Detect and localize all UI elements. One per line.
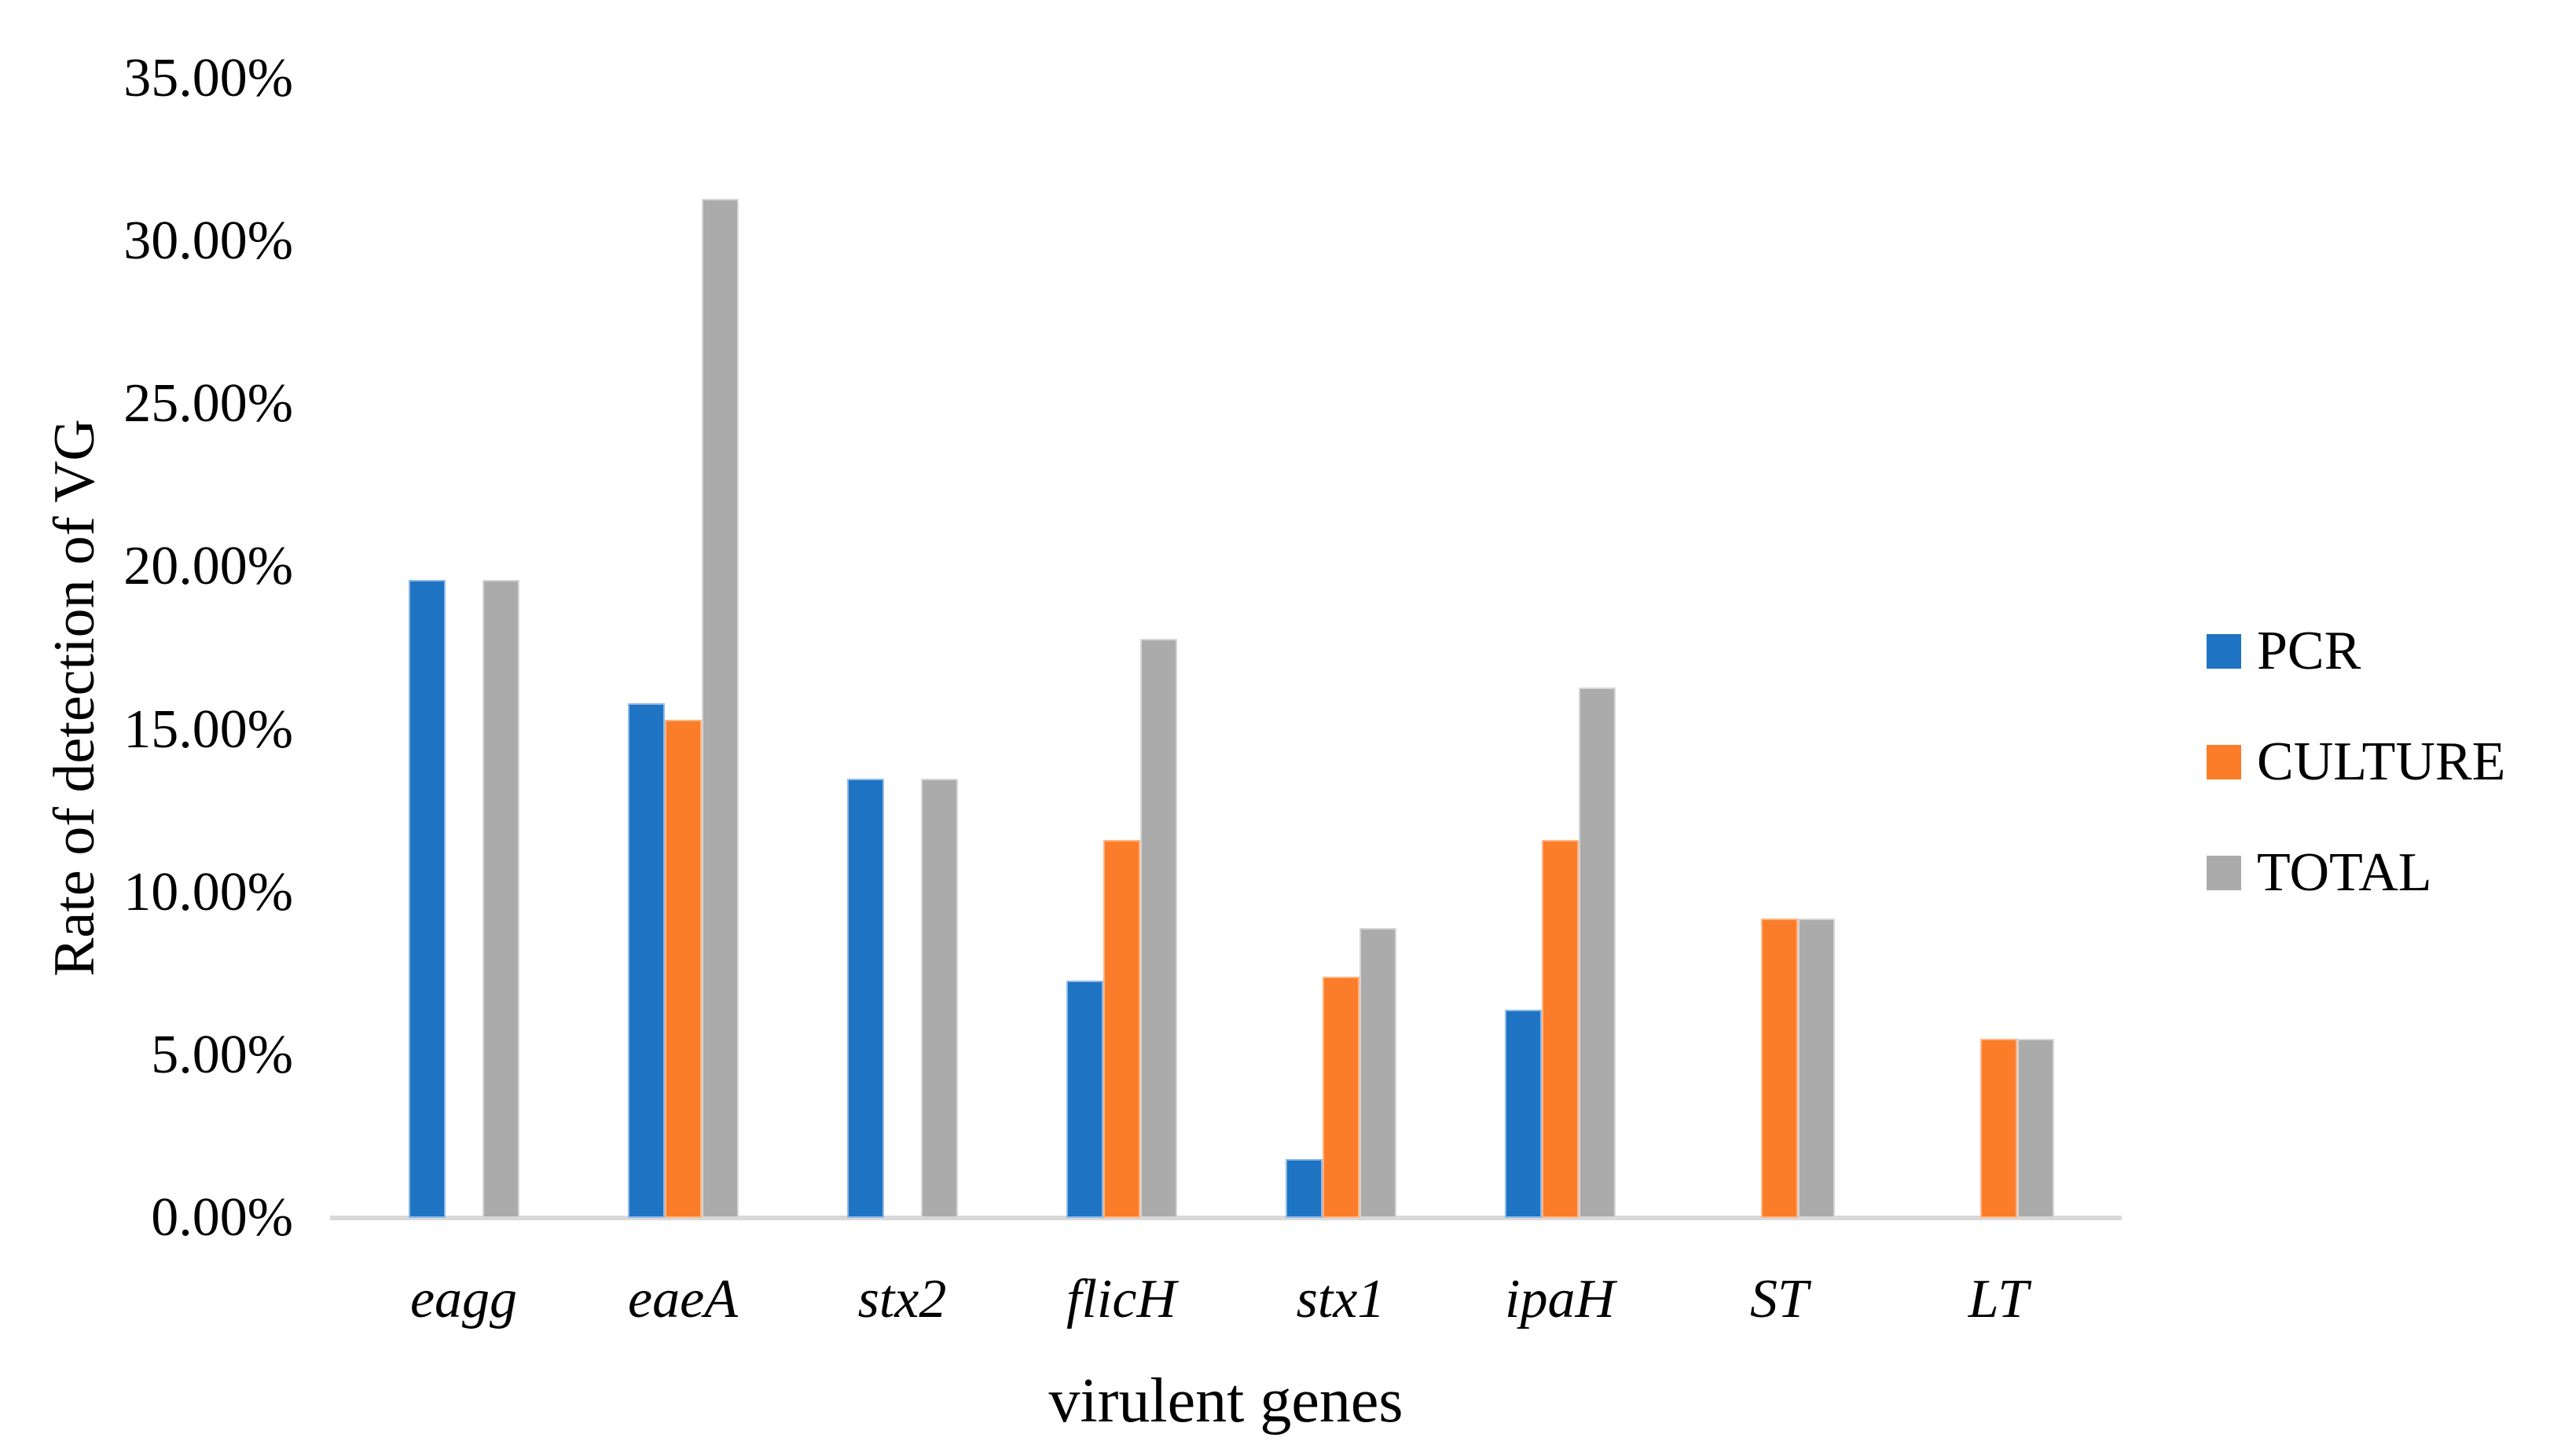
bar-culture-ipaH	[1542, 840, 1579, 1218]
bar-pcr-eagg	[409, 580, 446, 1218]
bar-total-stx2	[921, 778, 958, 1218]
bar-pcr-flicH	[1066, 980, 1103, 1218]
bar-culture-ST	[1761, 918, 1798, 1218]
y-tick-label: 35.00%	[123, 48, 293, 108]
legend-label-pcr: PCR	[2257, 621, 2361, 681]
y-tick-label: 30.00%	[123, 211, 293, 272]
x-category-label-ipaH: ipaH	[1505, 1269, 1615, 1329]
bar-total-ST	[1798, 918, 1835, 1218]
bar-total-ipaH	[1579, 687, 1616, 1218]
x-category-label-LT: LT	[1968, 1269, 2029, 1329]
bar-total-eagg	[482, 580, 519, 1218]
bar-pcr-ipaH	[1505, 1009, 1542, 1218]
y-tick-label: 5.00%	[151, 1024, 293, 1085]
x-category-label-eagg: eagg	[409, 1269, 518, 1329]
bar-pcr-stx2	[847, 778, 884, 1218]
y-tick-label: 10.00%	[123, 861, 293, 922]
bar-total-stx1	[1359, 928, 1396, 1218]
bar-culture-stx1	[1323, 977, 1359, 1218]
y-tick-label: 25.00%	[123, 373, 293, 435]
bar-culture-eaeA	[665, 720, 702, 1218]
x-category-label-stx1: stx1	[1296, 1269, 1385, 1329]
legend-swatch-culture	[2207, 745, 2241, 779]
bar-total-flicH	[1140, 638, 1177, 1218]
x-category-label-flicH: flicH	[1066, 1269, 1176, 1329]
x-category-label-ST: ST	[1750, 1269, 1808, 1329]
bar-pcr-eaeA	[628, 703, 665, 1218]
y-tick-label: 0.00%	[151, 1187, 293, 1248]
x-axis-title: virulent genes	[1048, 1366, 1403, 1436]
y-tick-label: 15.00%	[123, 699, 293, 760]
legend-swatch-pcr	[2207, 634, 2241, 669]
bar-total-LT	[2017, 1039, 2054, 1218]
legend-label-total: TOTAL	[2257, 842, 2432, 903]
legend-swatch-total	[2207, 856, 2241, 890]
bar-culture-LT	[1980, 1039, 2017, 1218]
y-tick-label: 20.00%	[123, 536, 293, 597]
bar-pcr-stx1	[1286, 1159, 1323, 1218]
x-category-label-eaeA: eaeA	[628, 1269, 738, 1329]
x-axis-line	[330, 1216, 2122, 1220]
legend-label-culture: CULTURE	[2257, 732, 2506, 792]
bar-total-eaeA	[702, 199, 739, 1218]
x-category-label-stx2: stx2	[857, 1269, 947, 1329]
bar-culture-flicH	[1103, 840, 1140, 1218]
